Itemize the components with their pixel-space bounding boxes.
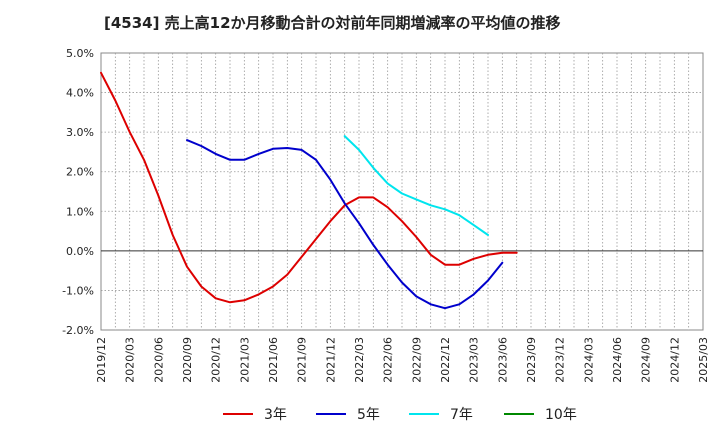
y-tick-label: 1.0% [66, 205, 94, 218]
legend: 3年 5年 7年 10年 [223, 407, 577, 423]
x-tick-label: 2021/09 [296, 337, 309, 383]
x-tick-label: 2021/03 [238, 337, 251, 383]
x-tick-label: 2020/06 [152, 337, 165, 383]
x-tick-label: 2020/12 [210, 337, 223, 383]
x-tick-label: 2023/12 [554, 337, 567, 383]
series-line-3年 [100, 71, 518, 304]
legend-label: 10年 [545, 407, 577, 423]
x-tick-label: 2020/09 [181, 337, 194, 383]
y-tick-label: -1.0% [62, 284, 94, 297]
x-tick-label: 2024/12 [668, 337, 681, 383]
x-tick-label: 2021/12 [324, 337, 337, 383]
x-tick-label: 2024/09 [640, 337, 653, 383]
y-tick-label: 4.0% [66, 87, 94, 100]
axis-layer: 5.0% 4.0% 3.0% 2.0% 1.0% 0.0% -1.0% -2.0%2019/1… [62, 47, 710, 383]
y-tick-label: 0.0% [66, 245, 94, 258]
series-line-7年 [343, 135, 489, 236]
x-tick-label: 2021/06 [267, 337, 280, 383]
y-tick-label: 3.0% [66, 126, 94, 139]
grid-layer [100, 52, 704, 331]
series-line-5年 [186, 139, 504, 310]
y-tick-label: 5.0% [66, 47, 94, 60]
chart-title: [4534] 売上高12か月移動合計の対前年同期増減率の平均値の推移 [104, 14, 561, 32]
legend-label: 5年 [357, 407, 380, 423]
x-tick-label: 2020/03 [124, 337, 137, 383]
legend-label: 7年 [450, 407, 473, 423]
x-tick-label: 2022/12 [439, 337, 452, 383]
x-tick-label: 2019/12 [95, 337, 108, 383]
x-tick-label: 2022/09 [410, 337, 423, 383]
x-tick-label: 2024/03 [582, 337, 595, 383]
y-tick-label: 2.0% [66, 166, 94, 179]
x-tick-label: 2023/03 [468, 337, 481, 383]
x-tick-label: 2022/03 [353, 337, 366, 383]
x-tick-label: 2022/06 [382, 337, 395, 383]
y-tick-label: -2.0% [62, 324, 94, 337]
legend-label: 3年 [264, 407, 287, 423]
series-layer [100, 71, 518, 310]
x-tick-label: 2025/03 [697, 337, 710, 383]
x-tick-label: 2024/06 [611, 337, 624, 383]
x-tick-label: 2023/06 [496, 337, 509, 383]
x-tick-label: 2023/09 [525, 337, 538, 383]
